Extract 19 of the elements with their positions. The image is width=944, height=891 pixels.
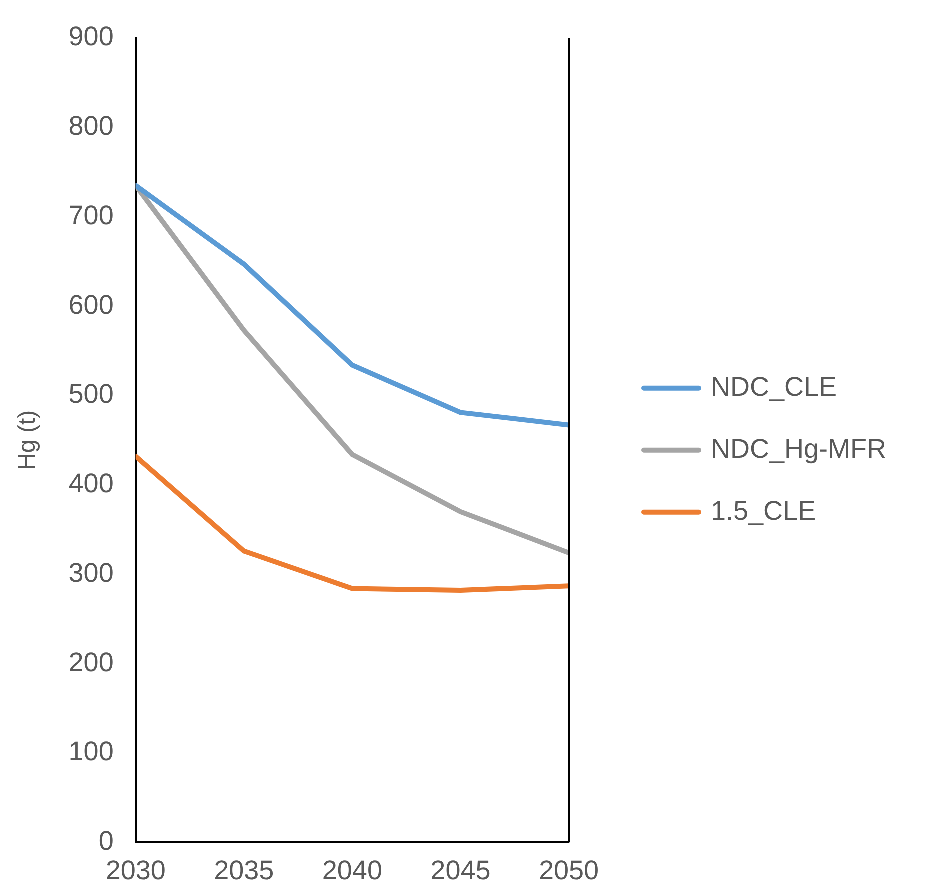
y-axis-title: Hg (t) [14, 410, 42, 470]
x-tick-label: 2035 [214, 855, 274, 886]
y-tick-label: 900 [68, 22, 114, 52]
y-tick-label: 800 [68, 111, 114, 142]
y-tick-label: 300 [68, 558, 114, 588]
x-tick-label: 2050 [538, 855, 600, 886]
y-tick-label: 200 [68, 647, 114, 678]
y-tick-label: 700 [68, 200, 114, 230]
legend-label: NDC_CLE [711, 372, 838, 402]
x-tick-label: 2040 [322, 855, 382, 886]
x-tick-label: 2045 [430, 855, 491, 886]
legend-label: NDC_Hg-MFR [711, 434, 886, 464]
y-tick-label: 400 [68, 468, 114, 499]
y-tick-label: 600 [68, 290, 114, 320]
y-tick-label: 0 [98, 826, 114, 856]
x-tick-label: 2030 [106, 855, 166, 886]
legend-label: 1.5_CLE [711, 496, 816, 526]
y-tick-label: 100 [68, 736, 114, 767]
y-tick-label: 500 [68, 379, 114, 410]
